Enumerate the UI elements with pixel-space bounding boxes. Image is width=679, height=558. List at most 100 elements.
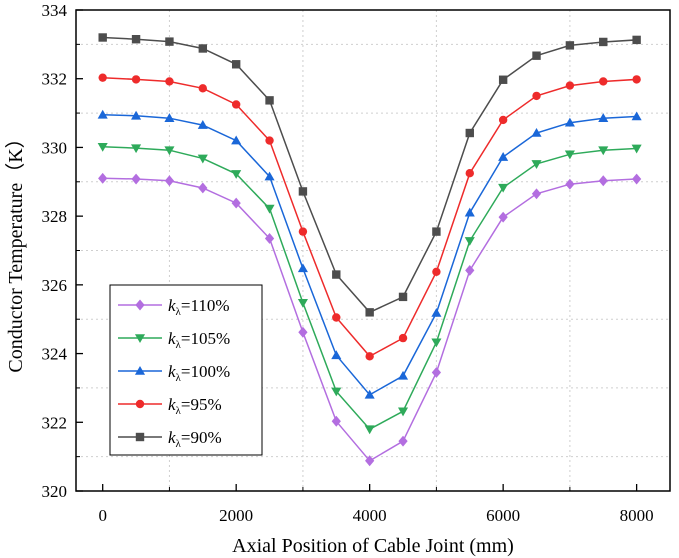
data-point xyxy=(164,146,175,156)
data-point xyxy=(498,115,508,125)
y-tick-label: 326 xyxy=(42,276,68,295)
legend-item: kλ=95% xyxy=(118,395,222,417)
y-tick-label: 330 xyxy=(42,138,68,157)
legend-box xyxy=(109,284,263,456)
series-4 xyxy=(98,33,641,317)
data-point xyxy=(331,387,342,397)
data-point xyxy=(198,84,208,93)
data-point xyxy=(632,173,642,185)
series-0 xyxy=(98,172,642,467)
data-point xyxy=(264,233,275,244)
data-point xyxy=(532,51,541,60)
legend-marker xyxy=(135,432,145,442)
data-point xyxy=(431,307,442,317)
data-point xyxy=(631,144,642,154)
axes: 0 2000 4000 6000 8000 320 322 324 326 328 330 332 33… xyxy=(42,1,654,525)
legend-item: kλ=90% xyxy=(118,428,222,450)
data-point xyxy=(298,326,308,338)
x-tick-label: 6000 xyxy=(486,506,520,525)
data-point xyxy=(297,298,308,308)
data-point xyxy=(131,75,141,84)
data-point xyxy=(131,110,142,120)
data-point xyxy=(297,263,308,273)
legend-label: kλ=90% xyxy=(168,428,222,450)
data-point xyxy=(431,338,442,348)
data-point xyxy=(331,350,342,360)
data-point xyxy=(365,352,374,361)
data-point xyxy=(98,172,108,184)
data-point xyxy=(365,308,374,317)
data-point xyxy=(331,415,341,427)
data-point xyxy=(164,175,175,187)
data-point xyxy=(97,109,108,119)
data-point xyxy=(632,35,641,45)
data-point xyxy=(398,435,408,447)
data-point xyxy=(131,144,142,154)
data-point xyxy=(231,60,241,69)
legend-item: kλ=100% xyxy=(118,362,230,384)
data-point xyxy=(264,171,275,181)
data-point xyxy=(598,146,609,156)
y-tick-label: 334 xyxy=(42,1,68,20)
data-point xyxy=(332,270,341,279)
y-tick-label: 332 xyxy=(42,70,68,89)
data-point xyxy=(265,136,274,145)
data-point xyxy=(632,75,641,84)
data-point xyxy=(598,175,608,187)
data-point xyxy=(264,204,275,214)
data-point xyxy=(397,407,409,417)
series-layer xyxy=(97,33,642,467)
data-point xyxy=(432,227,441,236)
legend-label: kλ=100% xyxy=(168,362,230,384)
data-point xyxy=(231,197,241,209)
data-point xyxy=(365,455,375,467)
data-point xyxy=(531,127,542,137)
data-point xyxy=(397,370,409,380)
data-point xyxy=(565,41,575,50)
x-axis-title: Axial Position of Cable Joint (mm) xyxy=(232,535,514,557)
data-point xyxy=(198,44,208,53)
data-point xyxy=(398,292,408,302)
data-point xyxy=(298,227,308,236)
x-tick-label: 8000 xyxy=(620,506,654,525)
legend-item: kλ=110% xyxy=(118,296,230,318)
data-point xyxy=(298,187,308,196)
data-point xyxy=(97,142,108,152)
data-point xyxy=(231,170,242,179)
data-point xyxy=(131,35,141,44)
data-point xyxy=(498,75,508,84)
legend-marker xyxy=(134,365,146,375)
y-tick-label: 324 xyxy=(42,345,68,364)
legend-label: kλ=95% xyxy=(168,395,222,417)
data-point xyxy=(364,425,375,435)
data-point xyxy=(197,154,208,164)
legend-label: kλ=105% xyxy=(168,329,230,351)
data-point xyxy=(231,135,242,145)
legend-marker xyxy=(135,299,145,311)
data-point xyxy=(431,367,442,378)
data-point xyxy=(565,178,575,190)
legend-item: kλ=105% xyxy=(118,329,230,351)
data-point xyxy=(599,77,608,86)
data-point xyxy=(498,152,509,161)
data-point xyxy=(364,389,375,399)
legend-marker xyxy=(134,334,146,344)
data-point xyxy=(465,168,474,178)
data-point xyxy=(165,77,174,86)
series-2 xyxy=(97,109,642,399)
data-point xyxy=(131,173,141,185)
x-tick-label: 2000 xyxy=(219,506,253,525)
data-point xyxy=(498,211,508,223)
x-tick-label: 4000 xyxy=(353,506,387,525)
data-point xyxy=(231,100,241,109)
data-point xyxy=(164,113,175,123)
data-point xyxy=(165,37,174,46)
data-point xyxy=(197,120,208,129)
x-tick-label: 0 xyxy=(98,506,107,525)
series-1 xyxy=(97,142,642,435)
data-point xyxy=(432,267,441,277)
data-point xyxy=(564,150,575,160)
y-tick-label: 320 xyxy=(42,482,68,501)
data-point xyxy=(464,237,475,246)
